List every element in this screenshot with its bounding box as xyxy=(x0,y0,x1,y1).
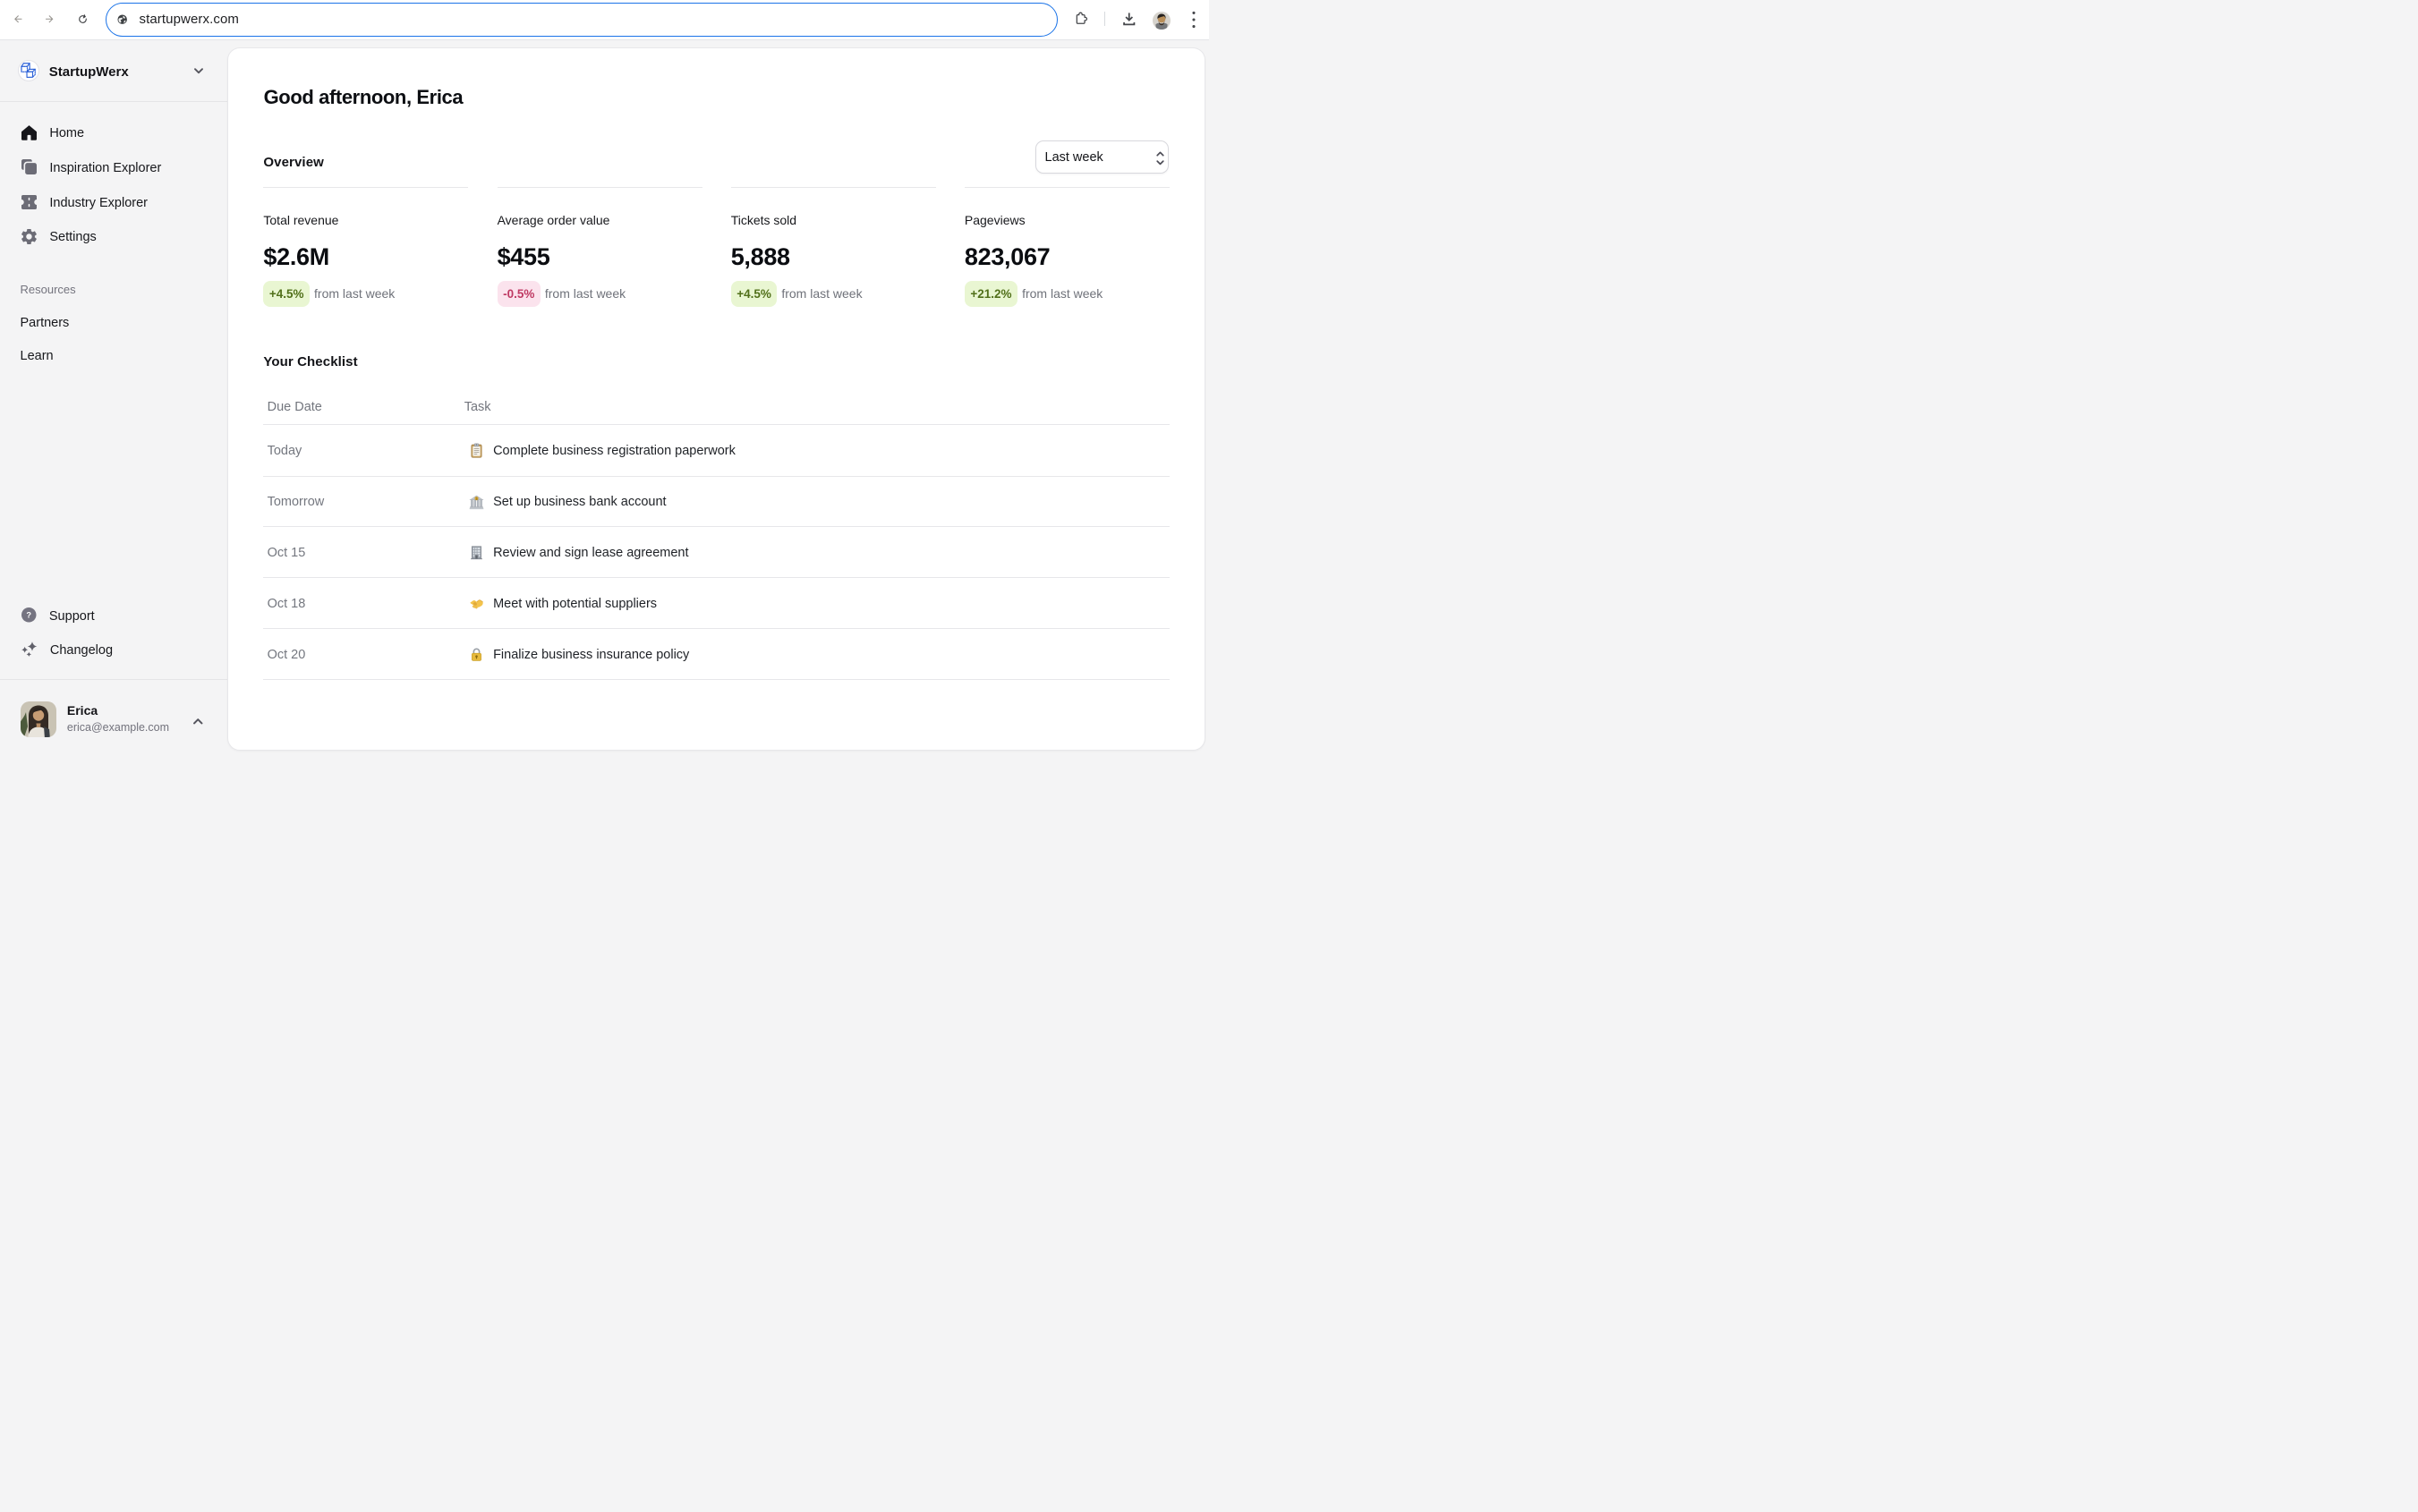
svg-text:$: $ xyxy=(476,497,479,500)
svg-text:?: ? xyxy=(26,611,31,620)
